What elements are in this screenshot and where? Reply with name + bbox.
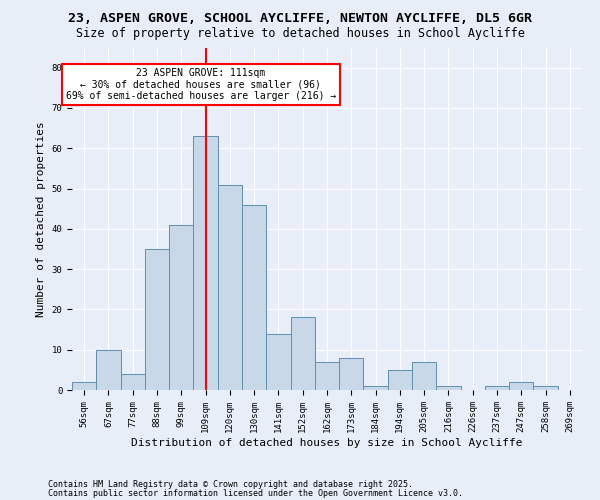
Y-axis label: Number of detached properties: Number of detached properties [36,121,46,316]
Bar [96,350,121,390]
Bar [412,362,436,390]
Bar [388,370,412,390]
Text: 23, ASPEN GROVE, SCHOOL AYCLIFFE, NEWTON AYCLIFFE, DL5 6GR: 23, ASPEN GROVE, SCHOOL AYCLIFFE, NEWTON… [68,12,532,26]
Bar [509,382,533,390]
Text: Size of property relative to detached houses in School Aycliffe: Size of property relative to detached ho… [76,28,524,40]
Bar [193,136,218,390]
Bar [339,358,364,390]
Bar [436,386,461,390]
Bar [242,204,266,390]
Bar [364,386,388,390]
Text: 23 ASPEN GROVE: 111sqm
← 30% of detached houses are smaller (96)
69% of semi-det: 23 ASPEN GROVE: 111sqm ← 30% of detached… [65,68,336,101]
Bar [315,362,339,390]
X-axis label: Distribution of detached houses by size in School Aycliffe: Distribution of detached houses by size … [131,438,523,448]
Bar [169,225,193,390]
Text: Contains public sector information licensed under the Open Government Licence v3: Contains public sector information licen… [48,490,463,498]
Text: Contains HM Land Registry data © Crown copyright and database right 2025.: Contains HM Land Registry data © Crown c… [48,480,413,489]
Bar [218,184,242,390]
Bar [121,374,145,390]
Bar [485,386,509,390]
Bar [290,318,315,390]
Bar [266,334,290,390]
Bar [145,249,169,390]
Bar [72,382,96,390]
Bar [533,386,558,390]
